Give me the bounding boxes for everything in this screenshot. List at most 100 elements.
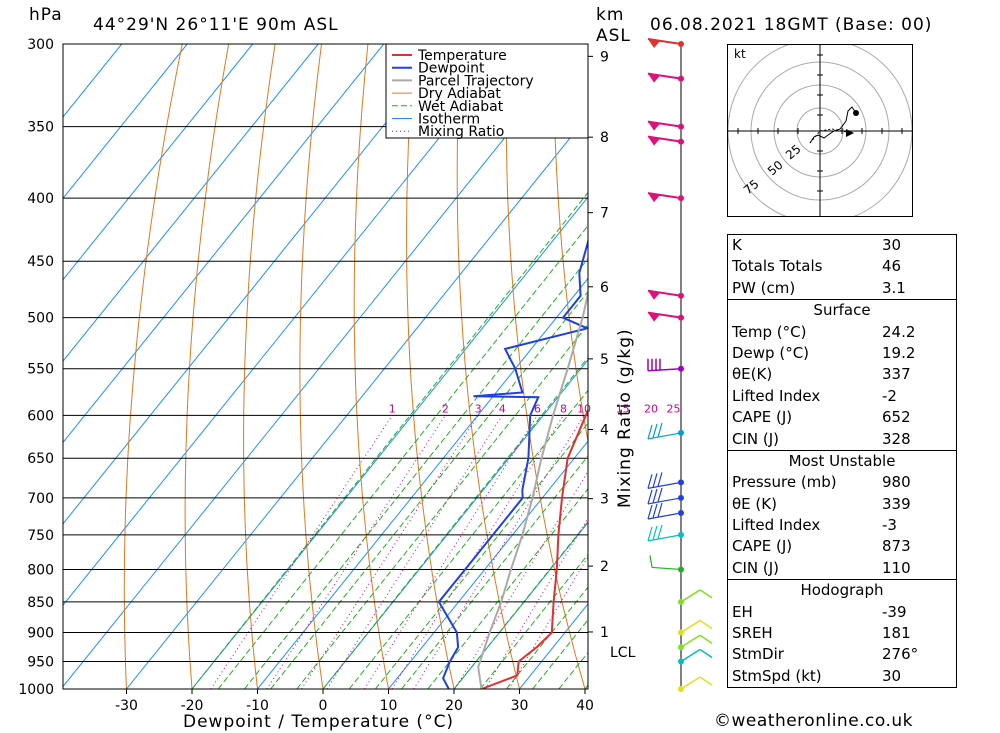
- wind-barb: [678, 589, 713, 605]
- most-unstable-value: -3: [882, 516, 897, 535]
- wind-barb: [649, 555, 684, 573]
- wet-adiabat-line: [244, 257, 588, 689]
- surface-label: θE(K): [732, 365, 773, 384]
- most-unstable-section-title: Most Unstable: [728, 449, 956, 472]
- hodograph-stats-label: SREH: [732, 624, 773, 643]
- pressure-tick-label: 1000: [18, 682, 54, 698]
- legend-label: Dewpoint: [418, 61, 485, 77]
- dry-adiabat-line: [299, 44, 324, 689]
- hodograph-stats-label: EH: [732, 602, 753, 621]
- wet-adiabat-line: [479, 553, 588, 689]
- wet-adiabat-line: [270, 290, 588, 689]
- x-tick-label: 30: [511, 698, 529, 714]
- surface-label: CAPE (J): [732, 408, 793, 427]
- mixing-ratio-label: 3: [475, 402, 482, 415]
- isotherm-line: [63, 44, 319, 362]
- mixing-ratio-label: 10: [577, 402, 591, 415]
- hodograph-stats-value: 276°: [882, 645, 919, 664]
- height-tick-label: 5: [600, 352, 609, 368]
- dry-adiabat-line: [123, 44, 183, 689]
- pressure-tick-label: 350: [27, 120, 54, 136]
- surface-label: Lifted Index: [732, 386, 821, 405]
- height-tick-label: 7: [600, 206, 609, 222]
- dry-adiabat-line: [972, 44, 1000, 689]
- height-tick-label: 4: [600, 422, 609, 438]
- most-unstable-row: Pressure (mb) 980: [728, 472, 956, 493]
- mixing-ratio-label: 25: [666, 402, 680, 415]
- wind-barb: [678, 648, 713, 665]
- x-tick-label: 20: [445, 698, 463, 714]
- isotherm-line: [63, 44, 385, 444]
- wind-barb: [647, 289, 684, 300]
- wind-barb: [647, 422, 684, 440]
- location-label: 44°29'N 26°11'E 90m ASL: [93, 15, 339, 35]
- hodograph-stats-value: 30: [882, 666, 902, 685]
- height-tick-label: 8: [600, 130, 609, 146]
- wet-adiabat-line: [401, 455, 588, 689]
- hodograph-ring-50: 50: [765, 158, 786, 179]
- surface-value: 337: [882, 365, 911, 384]
- wind-barb: [647, 38, 684, 48]
- pressure-tick-label: 600: [27, 408, 54, 424]
- x-tick-label: -10: [246, 698, 269, 714]
- pressure-tick-label: 400: [27, 191, 54, 207]
- wind-barb: [647, 487, 684, 505]
- isotherm-line: [388, 440, 588, 689]
- dry-adiabat-line: [184, 44, 230, 689]
- surface-row: Temp (°C) 24.2: [728, 322, 956, 343]
- isotherm-line: [257, 277, 588, 689]
- dry-adiabat-line: [505, 44, 586, 689]
- surface-value: 652: [882, 408, 911, 427]
- height-tick-label: 9: [600, 49, 609, 65]
- surface-value: 19.2: [882, 343, 916, 362]
- hodograph-trace-dotted: [809, 128, 853, 144]
- surface-row: CIN (J) 328: [728, 429, 956, 450]
- x-tick-label: -20: [181, 698, 204, 714]
- index-value: 3.1: [882, 278, 906, 297]
- parcel-trajectory-curve: [477, 289, 588, 689]
- index-value: 30: [882, 236, 902, 254]
- index-label: K: [732, 236, 742, 254]
- mixing-ratio-line: [266, 415, 446, 689]
- index-row: PW (cm) 3.1: [728, 278, 956, 299]
- hodograph-stats-value: 181: [882, 624, 911, 643]
- x-tick-label: 40: [576, 698, 594, 714]
- height-tick-label: 2: [600, 559, 609, 575]
- mixing-ratio-label: 20: [644, 402, 658, 415]
- dry-adiabat-line: [553, 44, 588, 444]
- pressure-tick-label: 500: [27, 311, 54, 327]
- pressure-tick-label: 800: [27, 562, 54, 578]
- isotherm-line: [322, 359, 588, 689]
- isotherm-line: [126, 114, 588, 689]
- legend-label: Isotherm: [418, 112, 480, 128]
- hodograph-stats-label: StmSpd (kt): [732, 666, 822, 685]
- height-tick-label: 6: [600, 280, 609, 296]
- mixing-ratio-axis-label: Mixing Ratio (g/kg): [615, 328, 635, 508]
- legend-box: [385, 43, 589, 139]
- mixing-ratio-label: 8: [560, 402, 567, 415]
- hodograph: kt 25 50 75: [727, 38, 913, 224]
- hodograph-stats-label: StmDir: [732, 645, 784, 664]
- plot-frame: [62, 43, 589, 690]
- index-value: 46: [882, 257, 902, 276]
- most-unstable-value: 339: [882, 494, 911, 513]
- wet-adiabat-line: [453, 520, 588, 689]
- isotherm-line: [191, 196, 588, 689]
- wet-adiabat-line: [296, 323, 588, 689]
- hodograph-stats-row: StmDir 276°: [728, 644, 956, 665]
- height-unit-asl-label: ASL: [596, 26, 631, 46]
- wind-barb: [647, 120, 684, 131]
- most-unstable-row: CAPE (J) 873: [728, 536, 956, 557]
- legend-label: Temperature: [417, 48, 507, 64]
- hodograph-section-title: Hodograph: [728, 579, 956, 601]
- surface-value: -2: [882, 386, 897, 405]
- isotherm-line: [63, 44, 450, 525]
- height-tick-label: 1: [600, 625, 609, 641]
- wind-barb: [647, 472, 684, 489]
- mixing-ratio-label: 15: [616, 402, 630, 415]
- wind-barb: [678, 634, 713, 651]
- hodograph-ring-75: 75: [741, 177, 762, 198]
- legend-label: Mixing Ratio: [418, 124, 504, 140]
- pressure-tick-label: 300: [27, 37, 54, 53]
